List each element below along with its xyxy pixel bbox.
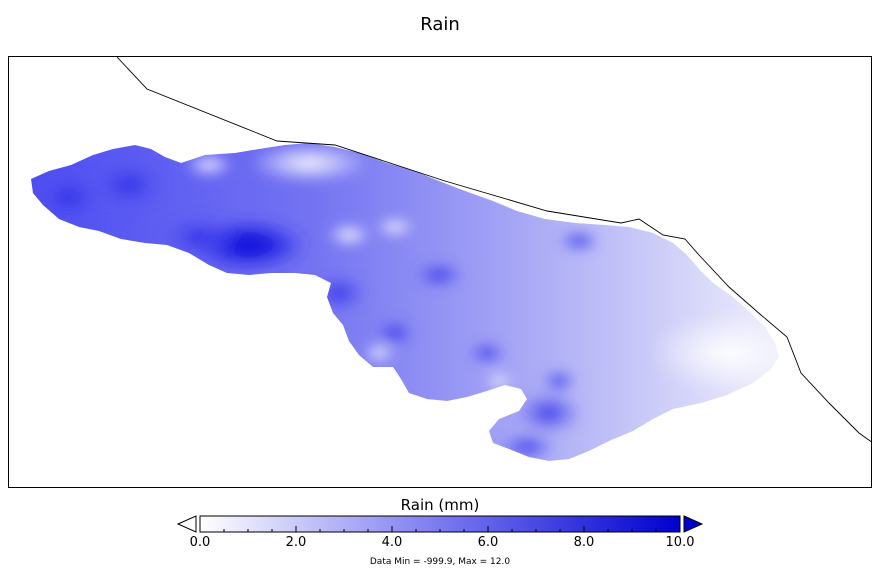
colorbar [176,515,704,533]
colorbar-tick-label: 10.0 [665,535,695,550]
rain-field [31,143,779,461]
map-title: Rain [420,14,460,35]
colorbar-extend-min [176,515,197,533]
coastline [116,57,871,443]
colorbar-tick-label: 8.0 [573,535,595,550]
map-canvas [31,57,871,461]
colorbar-tick-label: 2.0 [285,535,307,550]
colorbar-extend-max [683,515,704,533]
data-range-note: Data Min = -999.9, Max = 12.0 [369,557,511,567]
colorbar-tick-label: 4.0 [381,535,403,550]
map-area[interactable] [8,56,872,488]
colorbar-tick-label: 6.0 [477,535,499,550]
colorbar-title: Rain (mm) [400,496,480,514]
colorbar-tick-label: 0.0 [189,535,211,550]
